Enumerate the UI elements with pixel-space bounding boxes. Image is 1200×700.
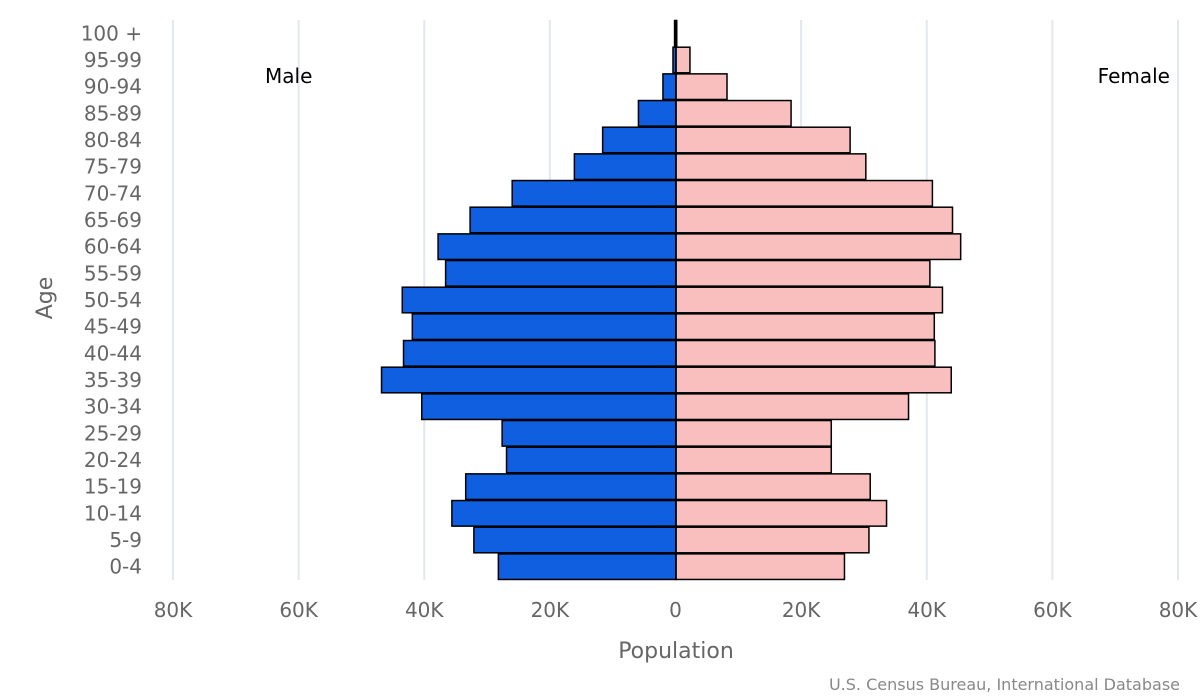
bar-male-75-79 xyxy=(573,153,677,181)
age-tick-label: 90-94 xyxy=(84,75,142,99)
source-credit: U.S. Census Bureau, International Databa… xyxy=(829,675,1180,694)
population-tick-label: 40K xyxy=(907,598,946,622)
bar-female-35-39 xyxy=(675,366,952,394)
bar-female-55-59 xyxy=(675,259,931,287)
age-tick-label: 20-24 xyxy=(84,448,142,472)
bar-male-25-29 xyxy=(501,419,677,447)
population-tick-label: 20K xyxy=(782,598,821,622)
bar-male-60-64 xyxy=(437,233,677,261)
bar-female-65-69 xyxy=(675,206,954,234)
bar-female-70-74 xyxy=(675,179,934,207)
population-tick-label: 80K xyxy=(154,598,193,622)
age-tick-label: 75-79 xyxy=(84,155,142,179)
age-tick-label: 10-14 xyxy=(84,501,142,525)
bar-male-65-69 xyxy=(469,206,677,234)
population-tick-labels: 80K 60K 40K 20K 0 20K 40K 60K 80K xyxy=(154,598,1198,622)
bar-male-35-39 xyxy=(380,366,677,394)
bar-male-50-54 xyxy=(401,286,677,314)
bar-male-45-49 xyxy=(411,313,677,341)
bar-female-0-4 xyxy=(675,553,846,581)
bar-female-50-54 xyxy=(675,286,944,314)
age-tick-label: 65-69 xyxy=(84,208,142,232)
bar-male-5-9 xyxy=(473,526,677,554)
bar-female-25-29 xyxy=(675,419,833,447)
male-bars xyxy=(380,19,677,581)
bar-female-20-24 xyxy=(675,446,833,474)
age-tick-label: 45-49 xyxy=(84,315,142,339)
male-label: Male xyxy=(265,64,312,88)
bar-male-70-74 xyxy=(511,179,677,207)
population-tick-label: 80K xyxy=(1159,598,1198,622)
bar-female-85-89 xyxy=(675,99,792,127)
bar-male-40-44 xyxy=(402,339,677,367)
bar-male-90-94 xyxy=(662,73,677,101)
bar-male-85-89 xyxy=(637,99,677,127)
bar-female-10-14 xyxy=(675,499,888,527)
bar-female-60-64 xyxy=(675,233,962,261)
population-tick-label: 60K xyxy=(1033,598,1072,622)
population-tick-label: 60K xyxy=(279,598,318,622)
x-axis-title: Population xyxy=(618,639,734,664)
population-tick-label: 0 xyxy=(669,598,682,622)
bar-female-30-34 xyxy=(675,393,910,421)
bar-female-45-49 xyxy=(675,313,936,341)
age-tick-label: 40-44 xyxy=(84,341,142,365)
bar-female-5-9 xyxy=(675,526,870,554)
bar-male-15-19 xyxy=(464,473,677,501)
bar-male-80-84 xyxy=(601,126,677,154)
age-tick-label: 95-99 xyxy=(84,48,142,72)
bar-female-80-84 xyxy=(675,126,851,154)
age-tick-label: 55-59 xyxy=(84,261,142,285)
female-label: Female xyxy=(1098,64,1170,88)
bar-male-0-4 xyxy=(497,553,677,581)
population-tick-label: 40K xyxy=(405,598,444,622)
bar-female-75-79 xyxy=(675,153,867,181)
bar-female-90-94 xyxy=(675,73,728,101)
age-tick-label: 35-39 xyxy=(84,368,142,392)
age-tick-label: 5-9 xyxy=(109,528,142,552)
age-tick-label: 60-64 xyxy=(84,235,142,259)
bar-male-30-34 xyxy=(420,393,677,421)
age-tick-label: 80-84 xyxy=(84,128,142,152)
age-tick-label: 25-29 xyxy=(84,421,142,445)
bar-male-10-14 xyxy=(451,499,677,527)
bar-male-55-59 xyxy=(444,259,677,287)
age-tick-label: 100 + xyxy=(81,21,142,45)
y-axis-title: Age xyxy=(33,277,58,320)
bar-male-20-24 xyxy=(505,446,677,474)
age-tick-label: 30-34 xyxy=(84,395,142,419)
female-bars xyxy=(675,19,962,581)
bar-female-40-44 xyxy=(675,339,936,367)
age-tick-label: 85-89 xyxy=(84,101,142,125)
age-tick-label: 70-74 xyxy=(84,181,142,205)
age-tick-label: 50-54 xyxy=(84,288,142,312)
bar-female-95-99 xyxy=(675,46,691,74)
age-tick-label: 15-19 xyxy=(84,475,142,499)
age-tick-label: 0-4 xyxy=(109,555,142,579)
population-tick-label: 20K xyxy=(531,598,570,622)
bar-female-15-19 xyxy=(675,473,871,501)
